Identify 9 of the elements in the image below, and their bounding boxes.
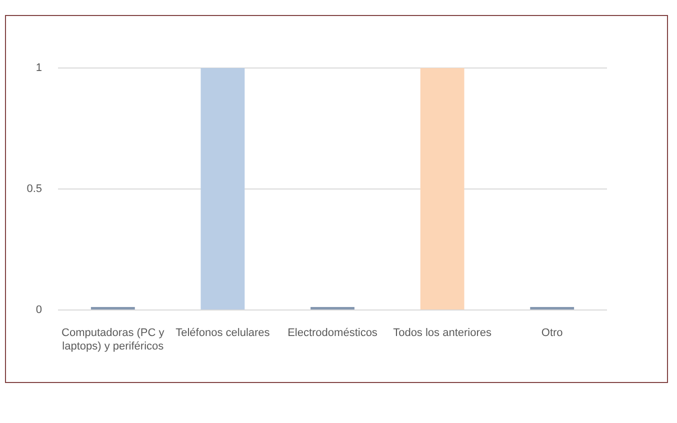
x-tick-label: Teléfonos celulares <box>176 326 270 339</box>
y-tick-label: 0.5 <box>26 183 42 196</box>
x-tick-label: Computadoras (PC y laptops) y periféricos <box>62 326 165 353</box>
x-tick-label: Electrodomésticos <box>288 326 378 339</box>
x-tick-label: Otro <box>541 326 563 339</box>
y-tick-label: 1 <box>36 62 42 74</box>
y-tick-label: 0 <box>36 304 42 316</box>
x-tick-label: Todos los anteriores <box>393 326 492 339</box>
chart-frame: Computadoras (PC y laptops) y periféricos Teléfonos celulares Electrodomésticos Todos los anteriores Otro 0 0.5 1 <box>5 15 668 383</box>
